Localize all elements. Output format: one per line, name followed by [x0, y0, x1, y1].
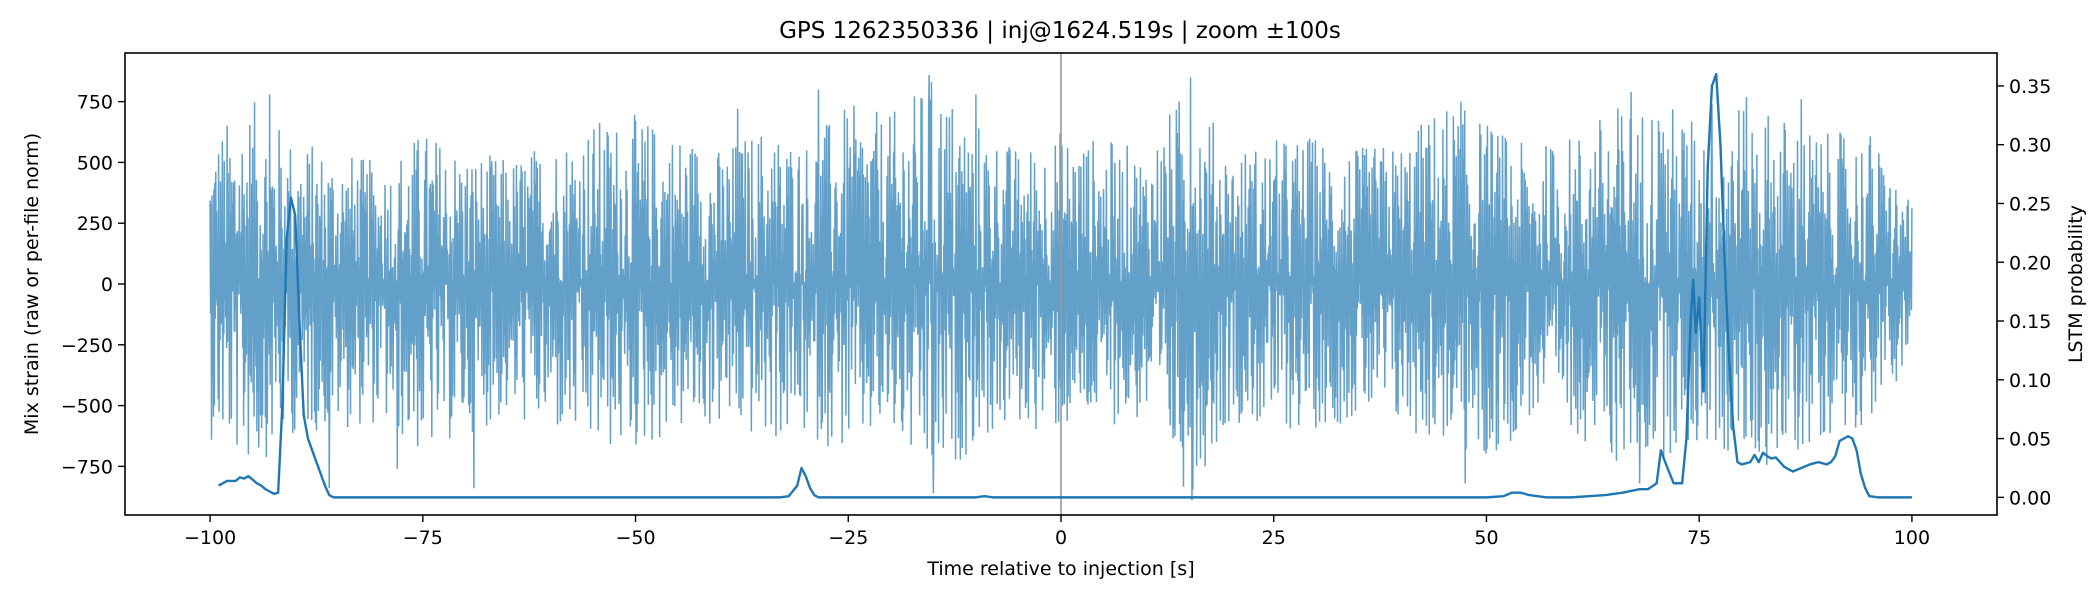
y-right-tick-label: 0.35 [2009, 76, 2051, 98]
x-tick-label: 75 [1687, 527, 1711, 549]
x-tick-label: −25 [828, 527, 868, 549]
y-right-tick-label: 0.20 [2009, 252, 2051, 274]
y-left-tick-label: 750 [77, 92, 113, 114]
x-tick-label: 25 [1262, 527, 1286, 549]
y-right-tick-label: 0.00 [2009, 487, 2051, 509]
x-axis-title: Time relative to injection [s] [926, 558, 1194, 580]
y-axis-right-ticks: 0.35 0.30 0.25 0.20 0.15 0.10 0.05 0.00 [1997, 76, 2051, 509]
y-right-tick-label: 0.05 [2009, 429, 2051, 451]
y-right-tick-label: 0.10 [2009, 370, 2051, 392]
y-right-tick-label: 0.30 [2009, 135, 2051, 157]
x-tick-label: 50 [1474, 527, 1498, 549]
x-tick-label: −100 [184, 527, 236, 549]
y-left-tick-label: −750 [61, 456, 113, 478]
y-left-tick-label: −250 [61, 335, 113, 357]
y-axis-left-ticks: 750 500 250 0 −250 −500 −750 [61, 92, 125, 478]
y-left-tick-label: 500 [77, 152, 113, 174]
y-left-tick-label: 0 [101, 274, 113, 296]
lstm-probability-line [218, 72, 1912, 499]
lstm-probability-series [218, 72, 1912, 499]
chart-title: GPS 1262350336 | inj@1624.519s | zoom ±1… [779, 18, 1341, 44]
y-axis-left-title: Mix strain (raw or per-file norm) [21, 133, 43, 435]
x-axis-ticks: −100 −75 −50 −25 0 25 50 75 100 [184, 515, 1930, 549]
x-tick-label: −75 [403, 527, 443, 549]
x-tick-label: −50 [615, 527, 655, 549]
y-axis-right-title: LSTM probability [2065, 205, 2087, 363]
x-tick-label: 0 [1055, 527, 1067, 549]
y-right-tick-label: 0.15 [2009, 311, 2051, 333]
y-right-tick-label: 0.25 [2009, 193, 2051, 215]
x-tick-label: 100 [1894, 527, 1930, 549]
y-left-tick-label: −500 [61, 396, 113, 418]
y-left-tick-label: 250 [77, 213, 113, 235]
